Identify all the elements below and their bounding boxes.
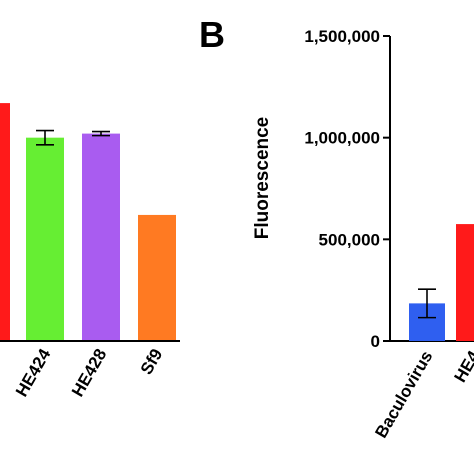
bar-b-1 <box>456 224 474 341</box>
y-tick-label-b-0: 0 <box>371 332 380 351</box>
panel-b-letter: B <box>199 14 225 55</box>
y-tick-label-b-3: 1,500,000 <box>304 27 380 46</box>
x-tick-label-a-1: HE424 <box>12 345 55 400</box>
x-tick-label-b-1: HE4 <box>450 347 474 386</box>
bar-a-1 <box>26 137 64 341</box>
x-tick-label-a-3: Sf9 <box>137 346 167 378</box>
bar-a-3 <box>138 214 176 341</box>
bar-a-2 <box>82 133 120 341</box>
y-tick-label-b-2: 1,000,000 <box>304 129 380 148</box>
y-axis-title-b: Fluorescence <box>252 117 273 240</box>
x-tick-label-b-0: Baculovirus <box>371 348 436 442</box>
x-tick-label-a-2: HE428 <box>68 346 110 401</box>
panel-b-chart: 0 500,000 1,000,000 1,500,000 Fluorescence Ba… <box>252 27 474 441</box>
panel-a-chart: HE424 HE428 Sf9 <box>0 103 180 400</box>
y-tick-label-b-1: 500,000 <box>319 230 380 249</box>
bar-a-0 <box>0 103 10 341</box>
